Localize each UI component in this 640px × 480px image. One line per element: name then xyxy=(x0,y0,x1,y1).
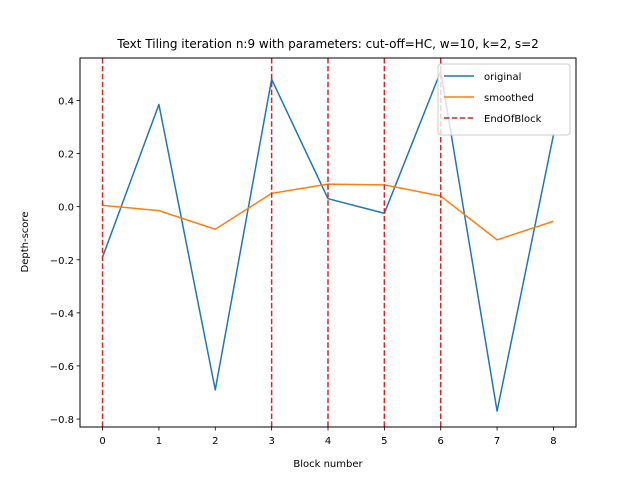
x-axis: 0 1 2 3 4 5 6 7 8 xyxy=(99,427,557,447)
x-tick-label: 1 xyxy=(156,436,162,447)
x-tick-label: 4 xyxy=(325,436,331,447)
y-tick-label: 0.2 xyxy=(58,150,74,161)
x-tick-label: 6 xyxy=(438,436,444,447)
x-tick-label: 8 xyxy=(550,436,556,447)
legend-label: EndOfBlock xyxy=(484,114,542,125)
plot-area xyxy=(101,58,555,427)
legend: original smoothed EndOfBlock xyxy=(437,63,571,136)
x-axis-label: Block number xyxy=(293,459,363,470)
x-tick-label: 0 xyxy=(99,436,105,447)
y-tick-label: −0.4 xyxy=(50,309,74,320)
x-tick-label: 2 xyxy=(212,436,218,447)
series-line-original xyxy=(101,70,555,412)
y-tick-label: 0.4 xyxy=(58,96,74,107)
y-tick-label: −0.2 xyxy=(50,256,74,267)
x-tick-label: 3 xyxy=(268,436,274,447)
x-tick-label: 5 xyxy=(381,436,387,447)
y-tick-label: 0.0 xyxy=(58,203,74,214)
legend-label: original xyxy=(484,72,521,83)
y-tick-label: −0.6 xyxy=(50,362,74,373)
legend-label: smoothed xyxy=(484,93,534,104)
y-axis: −0.8 −0.6 −0.4 −0.2 0.0 0.2 0.4 xyxy=(50,96,80,426)
y-axis-label: Depth-score xyxy=(20,212,31,273)
x-tick-label: 7 xyxy=(494,436,500,447)
chart-title: Text Tiling iteration n:9 with parameter… xyxy=(116,37,539,51)
series-line-smoothed xyxy=(102,183,554,241)
y-tick-label: −0.8 xyxy=(50,415,74,426)
